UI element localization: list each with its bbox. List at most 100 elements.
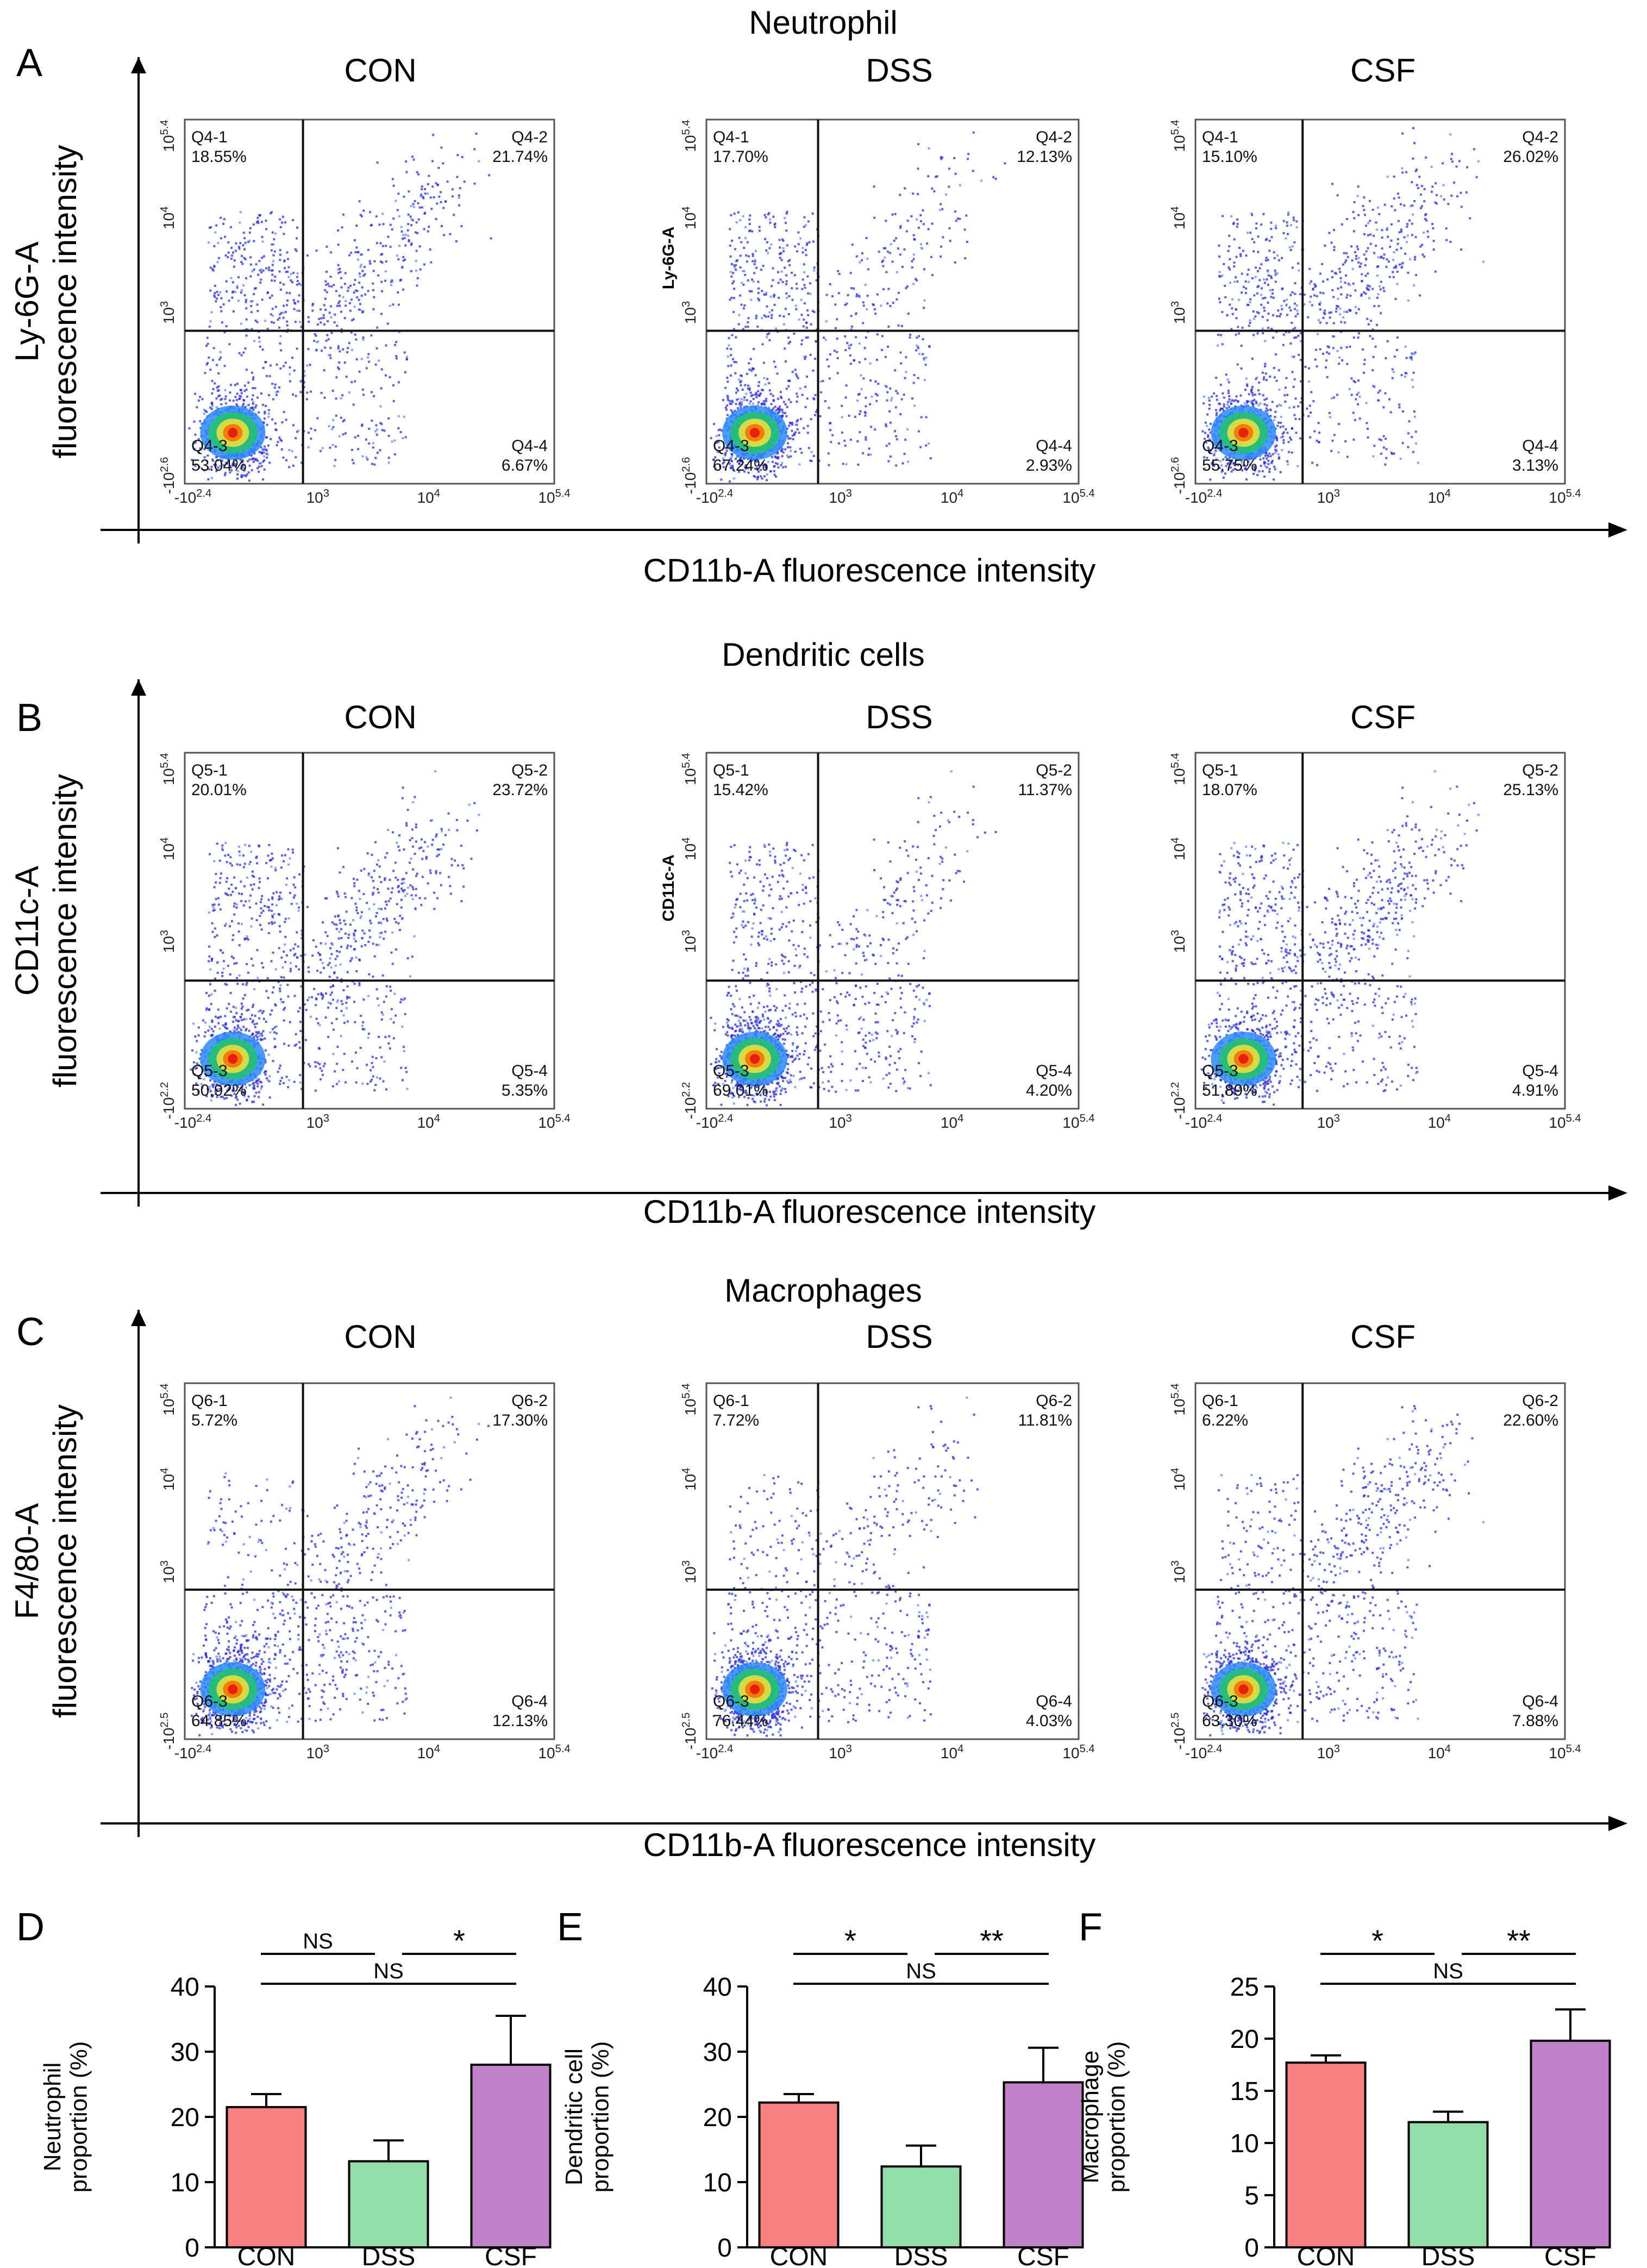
event-dot (355, 338, 358, 341)
event-dot (1205, 441, 1207, 444)
event-dot (1432, 227, 1435, 230)
event-dot (217, 395, 220, 398)
event-dot (271, 903, 274, 906)
event-dot (1336, 194, 1339, 197)
event-dot (1398, 403, 1401, 406)
event-dot (744, 467, 747, 470)
event-dot (1319, 348, 1322, 351)
event-dot (1237, 464, 1239, 466)
event-dot (760, 475, 762, 478)
quadrant-name: Q4-4 (1522, 437, 1558, 455)
event-dot (366, 1064, 368, 1066)
event-dot (1253, 294, 1256, 297)
event-dot (226, 462, 228, 465)
event-dot (255, 1022, 258, 1025)
event-dot (227, 1088, 230, 1090)
event-dot (291, 281, 293, 284)
event-dot (737, 323, 740, 326)
event-dot (1368, 285, 1371, 288)
event-dot (715, 467, 717, 470)
event-dot (1332, 296, 1335, 298)
event-dot (792, 438, 794, 440)
event-dot (436, 202, 439, 205)
event-dot (873, 216, 876, 219)
event-dot (1258, 392, 1261, 395)
event-dot (728, 337, 730, 340)
event-dot (1290, 224, 1292, 227)
event-dot (917, 347, 919, 349)
event-dot (1386, 176, 1389, 178)
event-dot (372, 879, 374, 882)
event-dot (1222, 458, 1225, 461)
event-dot (237, 470, 239, 472)
event-dot (1357, 261, 1360, 264)
event-dot (813, 266, 816, 269)
event-dot (255, 263, 258, 266)
event-dot (1250, 388, 1253, 391)
event-dot (279, 249, 281, 252)
quadrant-percent: 17.70% (713, 148, 768, 166)
event-dot (256, 1036, 259, 1039)
event-dot (245, 334, 248, 337)
event-dot (780, 450, 783, 452)
event-dot (1336, 304, 1338, 307)
event-dot (411, 898, 414, 901)
event-dot (391, 178, 394, 180)
event-dot (378, 359, 380, 362)
event-dot (378, 223, 381, 226)
event-dot (377, 888, 379, 890)
event-dot (391, 279, 393, 282)
event-dot (211, 392, 214, 395)
event-dot (780, 397, 783, 399)
event-dot (886, 251, 889, 253)
event-dot (874, 428, 876, 431)
event-dot (431, 160, 434, 163)
event-dot (806, 397, 809, 400)
event-dot (349, 284, 352, 287)
x-tick-mid2: 104 (1428, 488, 1451, 506)
event-dot (745, 254, 748, 257)
event-dot (856, 399, 859, 402)
event-dot (363, 266, 366, 268)
event-dot (1256, 292, 1258, 295)
event-dot (1376, 266, 1379, 268)
event-dot (1410, 205, 1412, 208)
quadrant-percent: 55.75% (1202, 457, 1257, 474)
event-dot (222, 967, 225, 970)
event-dot (194, 441, 197, 444)
event-dot (245, 301, 247, 303)
event-dot (1411, 352, 1413, 355)
event-dot (279, 988, 281, 990)
event-dot (235, 399, 238, 402)
event-dot (265, 436, 268, 439)
event-dot (224, 474, 226, 477)
event-dot (1285, 377, 1288, 379)
event-dot (794, 431, 797, 434)
event-dot (312, 303, 314, 305)
event-dot (257, 222, 260, 224)
event-dot (719, 465, 721, 468)
event-dot (241, 289, 243, 291)
event-dot (1220, 334, 1222, 336)
event-dot (217, 897, 220, 899)
event-dot (844, 335, 847, 338)
event-dot (913, 238, 916, 241)
event-dot (928, 147, 930, 149)
event-dot (917, 227, 920, 229)
event-dot (806, 309, 809, 312)
event-dot (341, 1003, 344, 1005)
event-dot (720, 478, 723, 481)
event-dot (1342, 263, 1344, 266)
event-dot (1232, 399, 1235, 402)
event-dot (809, 354, 812, 356)
event-dot (731, 453, 734, 456)
event-dot (408, 239, 410, 241)
x-tick-left: -102.4 (174, 488, 212, 506)
event-dot (928, 346, 931, 348)
event-dot (458, 194, 460, 197)
event-dot (740, 374, 742, 377)
event-dot (1335, 307, 1338, 310)
event-dot (923, 357, 925, 360)
event-dot (380, 423, 383, 426)
event-dot (314, 1089, 317, 1092)
